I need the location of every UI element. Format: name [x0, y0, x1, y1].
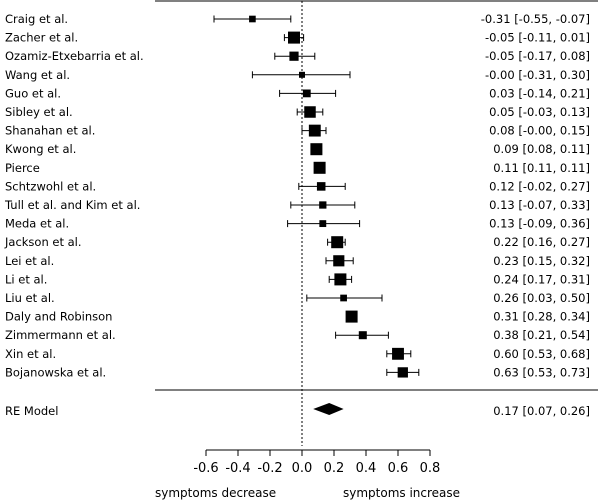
study-label: Shanahan et al.	[5, 124, 95, 138]
plot-frame	[155, 0, 598, 446]
study-label: Liu et al.	[5, 291, 55, 305]
effect-square	[304, 106, 316, 118]
summary-ci-label: 0.17 [0.07, 0.26]	[493, 404, 590, 418]
x-tick-label: 0.6	[388, 461, 409, 476]
study-label: Wang et al.	[5, 68, 70, 82]
study-ci-label: 0.05 [-0.03, 0.13]	[489, 105, 590, 119]
summary-diamond	[313, 403, 344, 415]
study-label: Zacher et al.	[5, 31, 78, 45]
effect-square	[316, 182, 326, 191]
effect-square	[392, 347, 404, 360]
study-label: Daly and Robinson	[5, 310, 112, 324]
study-label: Zimmermann et al.	[5, 328, 116, 342]
study-ci-label: 0.26 [0.03, 0.50]	[493, 291, 590, 305]
study-label: Lei et al.	[5, 254, 54, 268]
study-ci-label: 0.09 [0.08, 0.11]	[493, 142, 590, 156]
study-ci-label: 0.03 [-0.14, 0.21]	[489, 86, 590, 100]
effect-square	[334, 273, 347, 286]
study-ci-label: -0.00 [-0.31, 0.30]	[485, 68, 590, 82]
x-annotation-left: symptoms decrease	[155, 486, 276, 500]
study-ci-label: 0.38 [0.21, 0.54]	[493, 328, 590, 342]
effect-square	[313, 161, 326, 174]
study-label: Pierce	[5, 161, 40, 175]
study-label: Meda et al.	[5, 217, 69, 231]
x-tick-label: -0.2	[257, 461, 282, 476]
effect-square	[319, 220, 327, 228]
x-axis: -0.6 -0.4 -0.2 0.0 0.2 0.4 0.6 0.8	[193, 449, 441, 476]
study-label: Tull et al. and Kim et al.	[4, 198, 140, 212]
effect-square	[345, 310, 358, 323]
study-ci-label: 0.13 [-0.07, 0.33]	[489, 198, 590, 212]
effect-square	[319, 201, 327, 209]
effect-square	[299, 71, 305, 78]
study-label: Xin et al.	[5, 347, 56, 361]
study-ci-label: 0.22 [0.16, 0.27]	[493, 235, 590, 249]
study-ci-label: 0.63 [0.53, 0.73]	[493, 365, 590, 379]
x-tick-label: 0.4	[356, 461, 377, 476]
study-ci-label: 0.31 [0.28, 0.34]	[493, 310, 590, 324]
effect-square	[331, 236, 344, 249]
x-tick-label: -0.4	[225, 461, 250, 476]
study-ci-label: 0.13 [-0.09, 0.36]	[489, 217, 590, 231]
x-tick-label: 0.8	[420, 461, 441, 476]
study-ci-label: 0.12 [-0.02, 0.27]	[489, 179, 590, 193]
effect-square	[308, 124, 321, 137]
summary-label: RE Model	[5, 404, 58, 418]
effect-square	[397, 367, 408, 378]
study-label: Bojanowska et al.	[5, 365, 106, 379]
study-ci-label: 0.23 [0.15, 0.32]	[493, 254, 590, 268]
study-label: Craig et al.	[5, 12, 68, 26]
study-ci-label: -0.05 [-0.11, 0.01]	[485, 31, 590, 45]
study-ci-label: -0.31 [-0.55, -0.07]	[481, 12, 590, 26]
effect-square	[288, 31, 300, 44]
study-label: Kwong et al.	[5, 142, 76, 156]
ci-labels: -0.31 [-0.55, -0.07] -0.05 [-0.11, 0.01] -…	[481, 12, 590, 379]
study-label: Sibley et al.	[5, 105, 73, 119]
effect-square	[289, 51, 299, 61]
study-label: Ozamiz-Etxebarria et al.	[5, 49, 144, 63]
summary-group: RE Model 0.17 [0.07, 0.26]	[5, 403, 590, 418]
x-tick-label: -0.6	[193, 461, 218, 476]
study-ci-label: 0.08 [-0.00, 0.15]	[489, 124, 590, 138]
effect-square	[333, 255, 345, 267]
study-labels: Craig et al. Zacher et al. Ozamiz-Etxebarr…	[4, 12, 144, 379]
study-ci-label: 0.11 [0.11, 0.11]	[493, 161, 590, 175]
effect-square	[310, 143, 323, 156]
study-label: Li et al.	[5, 272, 47, 286]
effect-square	[302, 89, 311, 98]
x-tick-label: 0.2	[324, 461, 345, 476]
effect-square	[249, 15, 256, 23]
study-marks	[213, 15, 420, 378]
effect-square	[358, 331, 367, 340]
study-label: Jackson et al.	[4, 235, 82, 249]
x-annotation-right: symptoms increase	[343, 486, 460, 500]
effect-square	[340, 294, 347, 302]
x-tick-label: 0.0	[292, 461, 313, 476]
study-label: Guo et al.	[5, 86, 61, 100]
study-ci-label: 0.60 [0.53, 0.68]	[493, 347, 590, 361]
study-ci-label: 0.24 [0.17, 0.31]	[493, 272, 590, 286]
study-label: Schtzwohl et al.	[5, 179, 96, 193]
study-ci-label: -0.05 [-0.17, 0.08]	[485, 49, 590, 63]
